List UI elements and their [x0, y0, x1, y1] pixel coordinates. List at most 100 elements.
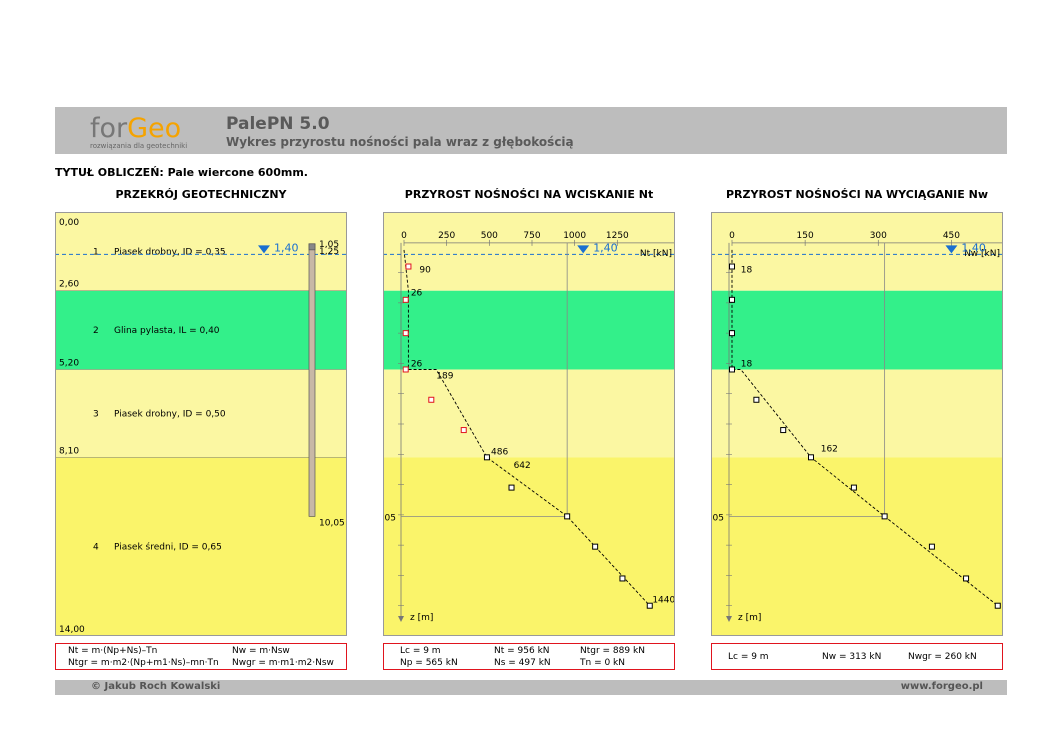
x-tick-label: 450 [943, 231, 960, 241]
water-level-label: 1,40 [593, 241, 618, 254]
logo-part1: for [90, 113, 128, 144]
data-point-marker [483, 454, 490, 461]
x-axis-label: Nt [kN] [640, 249, 672, 259]
pile-head-label: 1,25 [319, 247, 339, 257]
result-lc: Lc = 9 m [400, 646, 441, 656]
footer-website: www.forgeo.pl [900, 681, 983, 692]
data-point-marker [402, 330, 409, 337]
data-label: 1440 [652, 596, 675, 606]
logo-part2: Geo [127, 113, 182, 144]
pile-bottom-label: 10,05 [319, 518, 345, 528]
calc-title: TYTUŁ OBLICZEŃ: Pale wiercone 600mm. [55, 166, 308, 179]
soil-layer [55, 290, 347, 370]
header-band [55, 107, 1007, 154]
profile-frame [55, 212, 347, 636]
data-point-marker [928, 543, 935, 550]
layer-name: Glina pylasta, IL = 0,40 [114, 326, 220, 336]
result-nt: Nt = 956 kN [494, 646, 550, 656]
data-point-marker [729, 366, 735, 373]
water-level-icon [945, 245, 958, 254]
depth-label: 0,00 [59, 218, 79, 228]
soil-layer [711, 457, 1003, 636]
soil-layer [711, 212, 1003, 291]
formula-box: Nt = m·(Np+Ns)–Tn Nw = m·Nsw Ntgr = m·m2… [55, 643, 347, 670]
data-point-marker [850, 484, 857, 491]
data-point-marker [753, 396, 760, 403]
capacity-growth-line [403, 249, 651, 607]
data-point-marker [881, 513, 888, 520]
data-label: 162 [821, 444, 838, 454]
data-point-marker [729, 263, 735, 270]
layer-number: 4 [93, 543, 99, 553]
soil-layer [383, 369, 675, 458]
soil-layer [383, 290, 675, 370]
data-label: 642 [514, 461, 531, 471]
profile-panel: 1 Piasek drobny, ID = 0,35 2 Glina pylasta,… [55, 212, 347, 636]
footer-band: © Jakub Roch Kowalski www.forgeo.pl [55, 680, 1007, 695]
x-tick-label: 0 [729, 231, 735, 241]
nw-chart-frame [711, 212, 1003, 636]
data-point-marker [619, 575, 626, 582]
x-tick-label: 150 [797, 231, 814, 241]
x-tick-label: 750 [523, 231, 540, 241]
nt-panel-title: PRZYROST NOŚNOŚCI NA WCISKANIE Nt [404, 188, 654, 201]
data-point-marker [402, 366, 409, 373]
depth-label: 8,10 [59, 446, 79, 456]
result-ntgr: Ntgr = 889 kN [580, 646, 645, 656]
data-point-marker [405, 263, 412, 270]
x-tick-label: 1000 [563, 231, 586, 241]
soil-layer [711, 369, 1003, 458]
water-level-label: 1,40 [274, 241, 299, 254]
soil-layer [55, 369, 347, 458]
pile-head [308, 243, 316, 251]
logo-tagline: rozwiązania dla geotechniki [90, 142, 188, 150]
x-tick-label: 250 [438, 231, 455, 241]
data-point-marker [807, 454, 814, 461]
layer-number: 3 [93, 409, 99, 419]
formula-nwgr: Nwgr = m·m1·m2·Nsw [232, 658, 334, 668]
data-label: 90 [419, 266, 431, 276]
y-axis-arrow-icon [398, 616, 404, 622]
nt-results-box: Lc = 9 m Nt = 956 kN Ntgr = 889 kN Np = … [383, 643, 675, 670]
app-title: PalePN 5.0 [226, 114, 330, 134]
water-level-label: 1,40 [961, 241, 986, 254]
pile-bottom-depth-label: 10,05 [711, 513, 724, 523]
pile-shaft [308, 243, 316, 517]
nw-panel-title: PRZYROST NOŚNOŚCI NA WYCIĄGANIE Nw [726, 188, 988, 201]
layer-name: Piasek drobny, ID = 0,35 [114, 247, 226, 257]
data-label: 26 [411, 288, 423, 298]
result-ns: Ns = 497 kN [494, 658, 551, 668]
data-point-marker [963, 575, 970, 582]
layer-name: Piasek średni, ID = 0,65 [114, 542, 222, 553]
pile-bottom-depth-label: 10,05 [383, 513, 396, 523]
y-axis-label: z [m] [738, 613, 761, 623]
data-point-marker [460, 427, 467, 434]
data-label: 18 [741, 359, 753, 369]
x-tick-label: 1250 [606, 231, 629, 241]
formula-ntgr: Ntgr = m·m2·(Np+m1·Ns)–mn·Tn [68, 658, 219, 668]
data-point-marker [646, 602, 653, 609]
water-level-icon [258, 245, 270, 254]
layer-name: Piasek drobny, ID = 0,50 [114, 409, 226, 419]
result-np: Np = 565 kN [400, 658, 458, 668]
data-label: 18 [741, 266, 753, 276]
data-label: 486 [491, 447, 508, 457]
soil-layer [383, 212, 675, 291]
data-point-marker [508, 484, 515, 491]
nt-chart-frame [383, 212, 675, 636]
result-tn: Tn = 0 kN [580, 658, 625, 668]
footer-author: © Jakub Roch Kowalski [91, 681, 221, 692]
soil-layer [55, 212, 347, 291]
data-point-marker [592, 543, 599, 550]
depth-label: 14,00 [59, 625, 85, 635]
data-label: 189 [436, 372, 453, 382]
data-point-marker [729, 296, 735, 303]
app-subtitle: Wykres przyrostu nośności pala wraz z gł… [226, 135, 574, 149]
layer-number: 1 [93, 247, 99, 257]
y-axis-label: z [m] [410, 613, 433, 623]
depth-label: 5,20 [59, 358, 79, 368]
data-point-marker [564, 513, 571, 520]
x-tick-label: 300 [870, 231, 887, 241]
